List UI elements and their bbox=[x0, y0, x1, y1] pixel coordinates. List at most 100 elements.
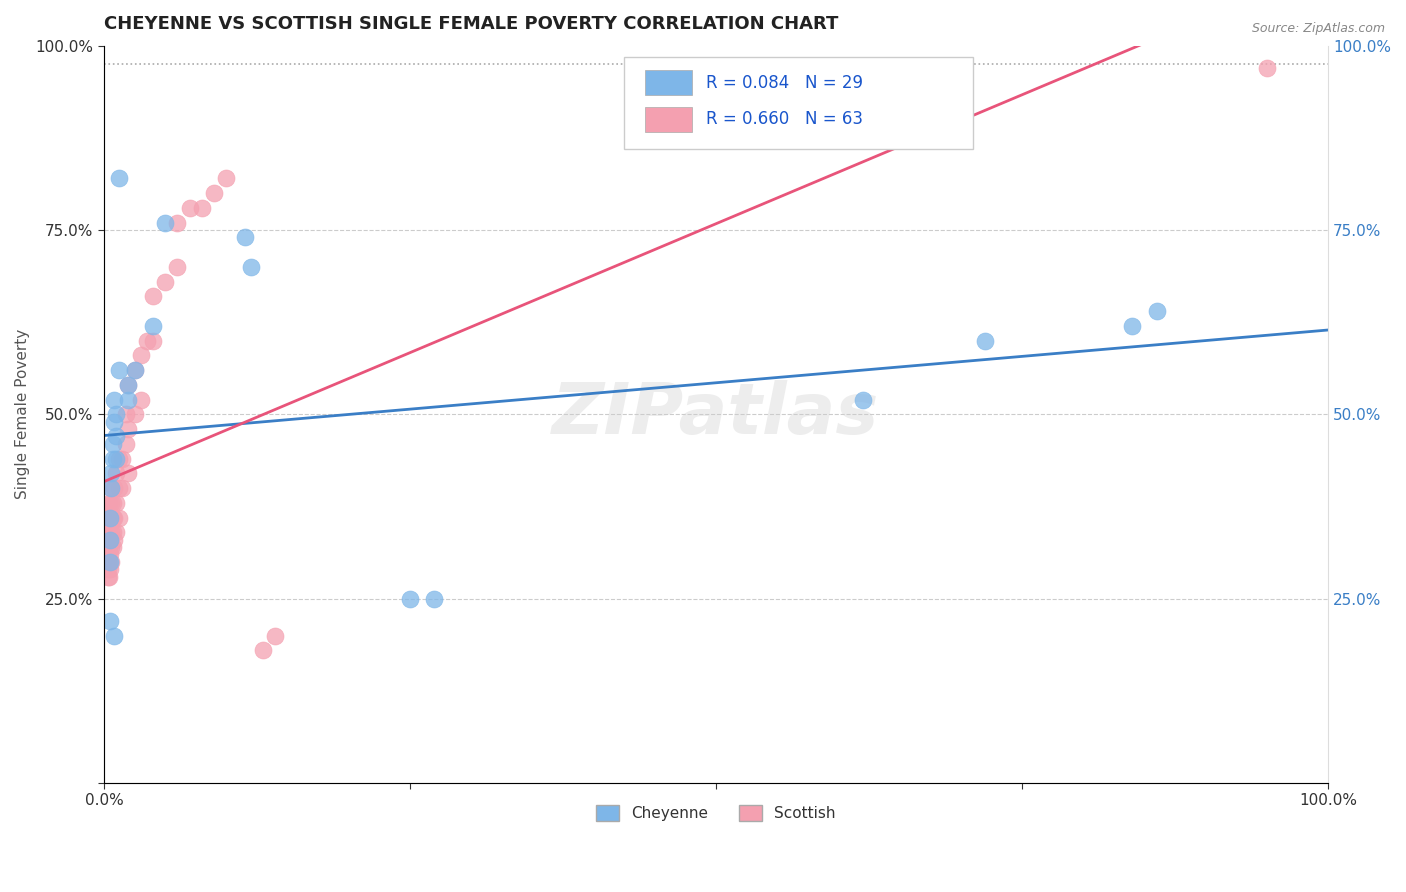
Point bbox=[142, 334, 165, 348]
Y-axis label: Single Female Poverty: Single Female Poverty bbox=[15, 329, 30, 500]
Point bbox=[129, 348, 152, 362]
Text: R = 0.084   N = 29: R = 0.084 N = 29 bbox=[706, 73, 863, 92]
Point bbox=[101, 437, 124, 451]
Point bbox=[98, 510, 121, 524]
Point bbox=[135, 334, 157, 348]
Point bbox=[98, 548, 121, 562]
Point bbox=[166, 260, 188, 274]
Point bbox=[142, 318, 165, 333]
Point bbox=[97, 525, 120, 540]
Point bbox=[423, 591, 446, 606]
Point bbox=[103, 629, 125, 643]
Point bbox=[101, 540, 124, 554]
Point bbox=[153, 275, 176, 289]
Bar bbox=[645, 107, 692, 132]
Point bbox=[215, 171, 238, 186]
Point bbox=[97, 562, 120, 576]
Point bbox=[97, 555, 120, 569]
Point bbox=[117, 377, 139, 392]
Point bbox=[107, 363, 129, 377]
Point bbox=[98, 614, 121, 628]
Text: CHEYENNE VS SCOTTISH SINGLE FEMALE POVERTY CORRELATION CHART: CHEYENNE VS SCOTTISH SINGLE FEMALE POVER… bbox=[104, 15, 838, 33]
Point bbox=[98, 533, 121, 547]
Point bbox=[100, 510, 122, 524]
Point bbox=[107, 171, 129, 186]
Point bbox=[202, 186, 225, 201]
Point bbox=[1146, 304, 1168, 318]
Point bbox=[166, 216, 188, 230]
Point bbox=[98, 518, 121, 533]
Point bbox=[97, 510, 120, 524]
Point bbox=[101, 525, 124, 540]
Point bbox=[100, 555, 122, 569]
Text: R = 0.660   N = 63: R = 0.660 N = 63 bbox=[706, 111, 863, 128]
Point bbox=[100, 481, 122, 495]
Point bbox=[179, 201, 201, 215]
Point bbox=[97, 503, 120, 517]
Point bbox=[111, 451, 134, 466]
FancyBboxPatch shape bbox=[624, 57, 973, 149]
Point bbox=[107, 451, 129, 466]
Point bbox=[97, 540, 120, 554]
Point bbox=[974, 334, 997, 348]
Point bbox=[252, 643, 274, 657]
Point bbox=[264, 629, 287, 643]
Point bbox=[103, 415, 125, 429]
Point bbox=[98, 533, 121, 547]
Point bbox=[115, 408, 138, 422]
Point bbox=[97, 525, 120, 540]
Text: ZIPatlas: ZIPatlas bbox=[553, 380, 880, 449]
Point bbox=[1256, 61, 1278, 75]
Point bbox=[1121, 318, 1143, 333]
Point bbox=[105, 496, 128, 510]
Point bbox=[101, 451, 124, 466]
Point bbox=[101, 510, 124, 524]
Point bbox=[153, 216, 176, 230]
Point bbox=[117, 392, 139, 407]
Point bbox=[115, 437, 138, 451]
Point bbox=[124, 363, 146, 377]
Point bbox=[105, 408, 128, 422]
Point bbox=[142, 289, 165, 303]
Point bbox=[97, 569, 120, 583]
Point bbox=[103, 392, 125, 407]
Point bbox=[100, 525, 122, 540]
Point bbox=[233, 230, 256, 244]
Bar bbox=[645, 70, 692, 95]
Point bbox=[191, 201, 214, 215]
Point bbox=[101, 496, 124, 510]
Point bbox=[97, 569, 120, 583]
Point bbox=[98, 562, 121, 576]
Point bbox=[97, 555, 120, 569]
Point bbox=[100, 540, 122, 554]
Point bbox=[399, 591, 422, 606]
Point bbox=[105, 429, 128, 443]
Point bbox=[107, 510, 129, 524]
Point bbox=[100, 467, 122, 481]
Point bbox=[852, 392, 875, 407]
Point bbox=[103, 510, 125, 524]
Point bbox=[97, 533, 120, 547]
Point bbox=[105, 525, 128, 540]
Point bbox=[107, 481, 129, 495]
Point bbox=[100, 481, 122, 495]
Legend: Cheyenne, Scottish: Cheyenne, Scottish bbox=[591, 799, 842, 827]
Point bbox=[111, 481, 134, 495]
Point bbox=[97, 540, 120, 554]
Text: Source: ZipAtlas.com: Source: ZipAtlas.com bbox=[1251, 22, 1385, 36]
Point bbox=[124, 408, 146, 422]
Point bbox=[98, 555, 121, 569]
Point bbox=[100, 496, 122, 510]
Point bbox=[124, 363, 146, 377]
Point bbox=[117, 422, 139, 436]
Point bbox=[117, 467, 139, 481]
Point bbox=[103, 533, 125, 547]
Point bbox=[97, 510, 120, 524]
Point bbox=[97, 548, 120, 562]
Point bbox=[97, 518, 120, 533]
Point bbox=[97, 496, 120, 510]
Point bbox=[129, 392, 152, 407]
Point bbox=[103, 481, 125, 495]
Point bbox=[105, 467, 128, 481]
Point bbox=[117, 377, 139, 392]
